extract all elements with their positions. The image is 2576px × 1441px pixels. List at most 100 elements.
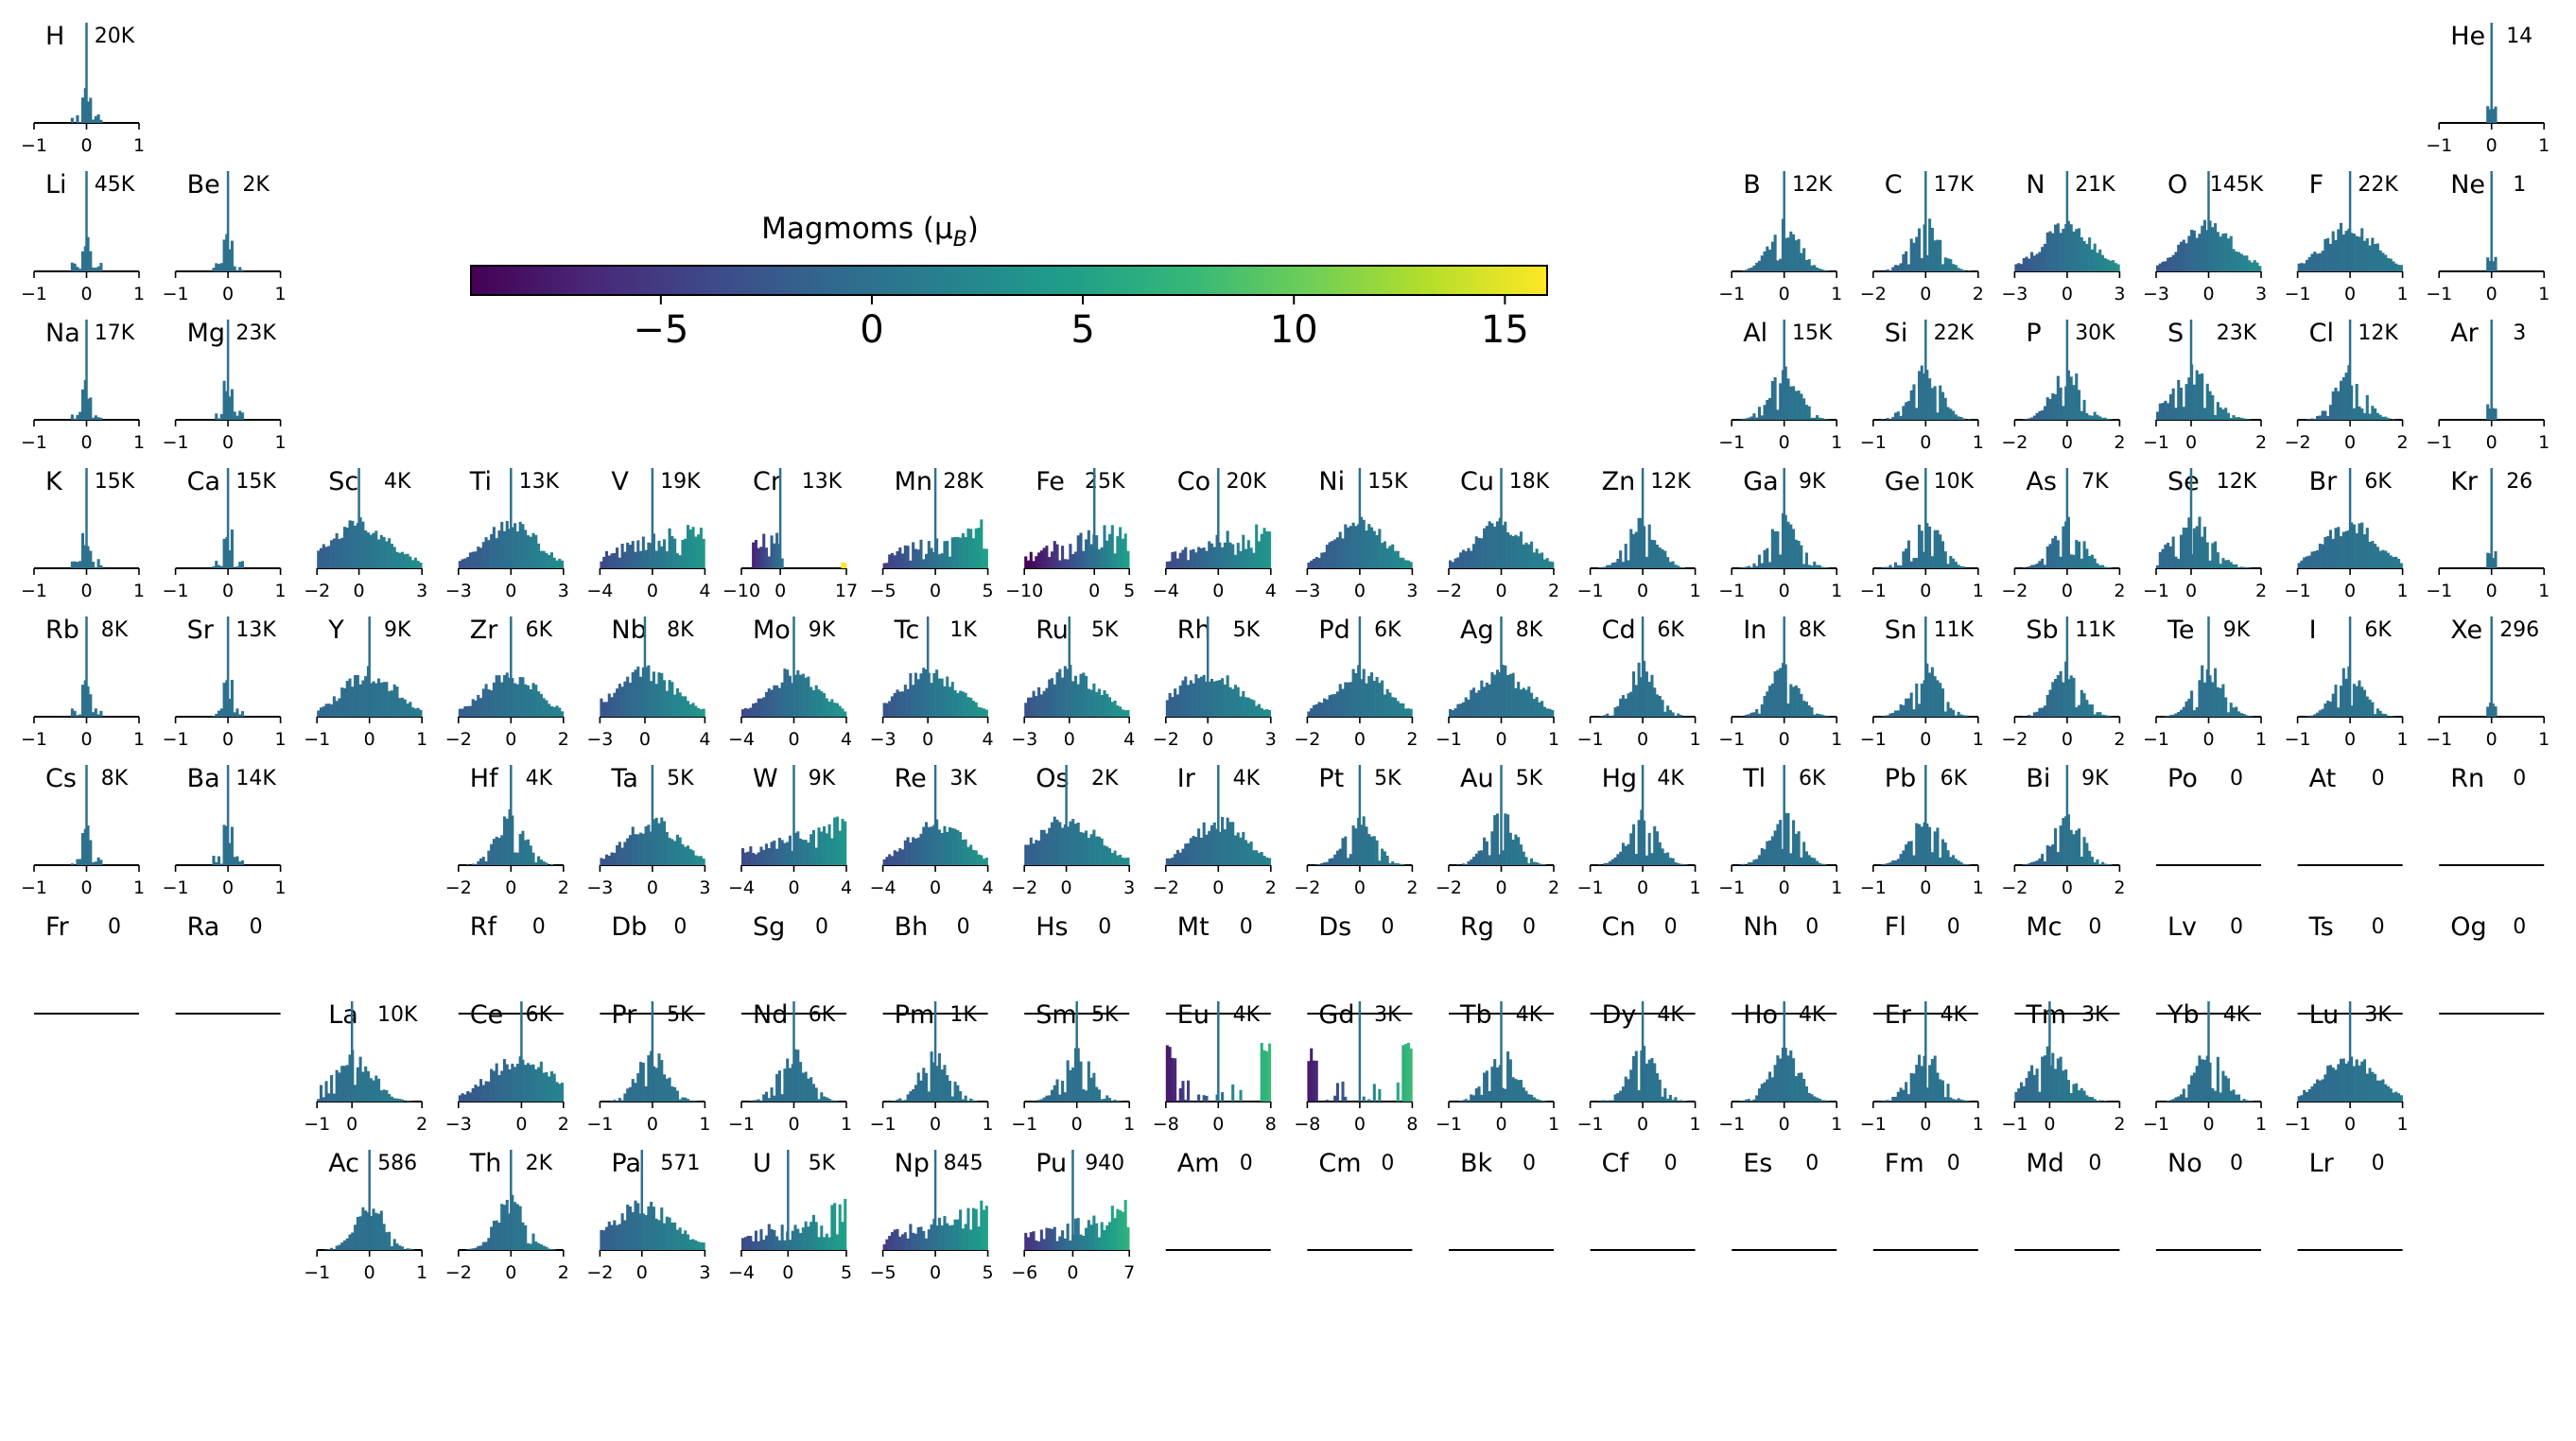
- histogram-bar: [1653, 1063, 1657, 1102]
- x-tick-label: −3: [2001, 284, 2028, 304]
- histogram-bar: [780, 682, 784, 717]
- histogram-bar: [937, 678, 941, 717]
- histogram-bar: [1058, 560, 1062, 568]
- histogram-bar: [1532, 861, 1536, 865]
- histogram-bar: [89, 97, 93, 123]
- x-tick-label: −1: [21, 432, 47, 453]
- histogram-bar: [1197, 828, 1201, 865]
- histogram-bar: [1894, 562, 1898, 568]
- element-cell-kr: Kr 26−1 0 1: [2426, 467, 2550, 601]
- histogram-bar: [1888, 862, 1892, 865]
- histogram-bar: [2386, 552, 2391, 568]
- histogram-bar: [1650, 1058, 1654, 1102]
- histogram-bar: [2054, 394, 2058, 420]
- histogram-bar: [882, 1243, 886, 1250]
- histogram-bar: [699, 1241, 703, 1250]
- histogram-bar: [1820, 418, 1824, 420]
- element-count: 8K: [101, 767, 129, 790]
- histogram-bar: [767, 848, 771, 865]
- histogram-bar: [1946, 850, 1950, 865]
- histogram-bar: [1239, 1089, 1243, 1102]
- histogram-bar: [741, 709, 745, 717]
- histogram-bar: [1071, 819, 1075, 865]
- histogram-bar: [641, 1062, 645, 1102]
- histogram-bar: [668, 680, 671, 717]
- histogram-bar: [654, 1218, 658, 1250]
- histogram-bar: [2035, 253, 2039, 271]
- histogram-bar: [2381, 1079, 2385, 1102]
- histogram-bar: [783, 1068, 787, 1102]
- histogram-bar: [657, 823, 661, 865]
- histogram-bar: [1542, 1101, 1546, 1102]
- histogram-bar: [534, 1068, 538, 1102]
- histogram-bar: [2374, 1073, 2377, 1102]
- histogram-bar: [1199, 837, 1203, 865]
- histogram-bar: [531, 532, 535, 568]
- histogram-bar: [2337, 527, 2341, 568]
- histogram-bar: [230, 826, 234, 865]
- histogram-bar: [961, 1228, 965, 1250]
- histogram-bar: [1551, 710, 1555, 717]
- histogram-bar: [1453, 558, 1457, 568]
- x-tick-label: −3: [445, 581, 472, 601]
- histogram-bar: [743, 852, 747, 865]
- histogram-bar: [2214, 1090, 2218, 1102]
- histogram-bar: [401, 1246, 405, 1250]
- histogram-bar: [1912, 1073, 1916, 1102]
- histogram-bar: [1655, 694, 1660, 717]
- histogram-bar: [1171, 551, 1175, 568]
- histogram-bar: [1679, 567, 1683, 568]
- histogram-bar: [1325, 861, 1329, 865]
- histogram-bar: [2318, 710, 2322, 717]
- histogram-bar: [1755, 1095, 1759, 1102]
- histogram-bar: [1755, 417, 1759, 420]
- histogram-bar: [1174, 1058, 1177, 1102]
- histogram-bar: [1228, 822, 1232, 865]
- x-tick-label: 0: [1920, 1114, 1931, 1135]
- histogram-bar: [86, 101, 90, 123]
- x-tick-label: 0: [80, 729, 92, 750]
- histogram-bar: [1045, 1227, 1049, 1250]
- histogram-bar: [688, 1101, 692, 1102]
- histogram-bar: [1168, 692, 1172, 717]
- histogram-bar: [1742, 567, 1746, 568]
- element-cell-tm: Tm 3K−1 0 2: [2001, 1000, 2125, 1135]
- element-count: 11K: [2075, 618, 2115, 642]
- histogram-bar: [2038, 707, 2042, 717]
- histogram-bar: [537, 691, 541, 717]
- histogram-bar: [1467, 1100, 1471, 1102]
- histogram-bar: [521, 830, 525, 865]
- histogram-bar: [2326, 535, 2330, 568]
- histogram-bar: [2062, 1070, 2065, 1102]
- histogram-bar: [240, 859, 245, 865]
- histogram-bar: [697, 856, 701, 865]
- histogram-bar: [529, 1065, 532, 1102]
- histogram-bar: [647, 825, 651, 865]
- histogram-bar: [631, 826, 635, 865]
- histogram-bar: [490, 690, 494, 717]
- histogram-bar: [1792, 529, 1796, 568]
- element-count: 4K: [1233, 1003, 1261, 1027]
- x-tick-label: −1: [2143, 1114, 2169, 1135]
- histogram-bar: [500, 1070, 504, 1102]
- histogram-bar: [2376, 547, 2379, 568]
- histogram-bar: [1184, 547, 1188, 568]
- histogram-bar: [461, 708, 464, 717]
- histogram-bar: [909, 1091, 913, 1102]
- histogram-bar: [1946, 702, 1950, 717]
- element-cell-pt: Pt 5K−2 0 2: [1294, 764, 1418, 898]
- element-cell-dy: Dy 4K−1 0 1: [1577, 1000, 1701, 1135]
- histogram-bar: [702, 538, 705, 568]
- histogram-bar: [754, 854, 757, 865]
- histogram-bar: [1905, 1082, 1908, 1102]
- x-tick-label: 0: [505, 1262, 516, 1283]
- histogram-bar: [330, 1075, 334, 1102]
- histogram-bar: [844, 563, 847, 568]
- histogram-bar: [1362, 1096, 1366, 1102]
- histogram-bar: [545, 1246, 548, 1250]
- element-cell-n: N 21K−3 0 3: [2001, 170, 2125, 304]
- histogram-bar: [1891, 712, 1895, 717]
- element-count: 6K: [1657, 618, 1684, 642]
- x-tick-label: 0: [1212, 581, 1224, 601]
- histogram-bar: [406, 703, 409, 717]
